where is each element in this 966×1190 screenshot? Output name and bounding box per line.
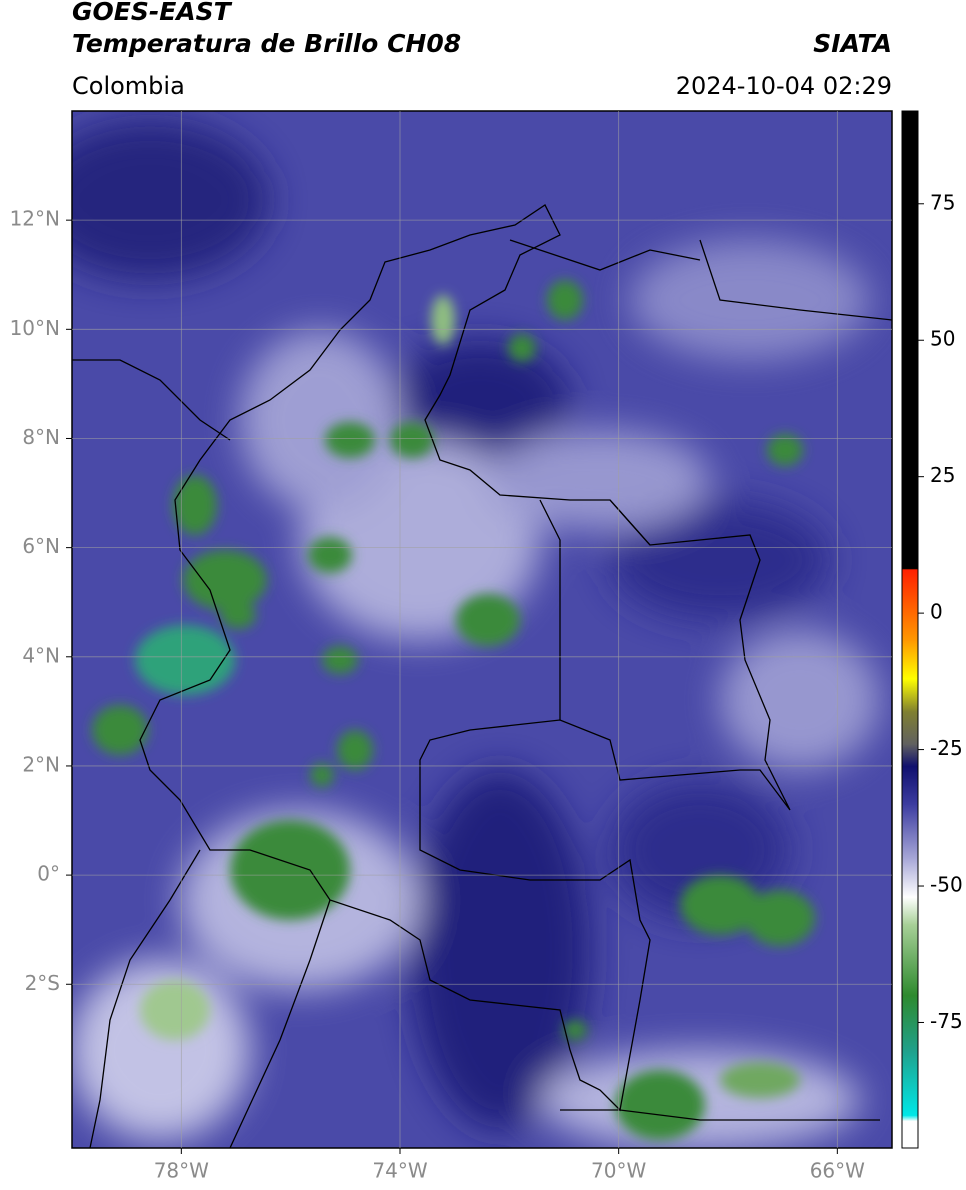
y-tick-label: 2°N xyxy=(22,752,60,776)
colorbar-segment xyxy=(902,804,918,860)
x-tick-label: 78°W xyxy=(154,1159,209,1183)
plot-frame xyxy=(71,110,893,1149)
colorbar-segment xyxy=(902,111,918,569)
y-tick-label: 2°S xyxy=(25,971,60,995)
y-tick-label: 8°N xyxy=(22,425,60,449)
colorbar-segment xyxy=(902,640,918,680)
colorbar-segment xyxy=(902,924,918,996)
y-tick-label: 10°N xyxy=(10,316,60,340)
colorbar-tick-label: -50 xyxy=(930,873,963,897)
timestamp: 2024-10-04 02:29 xyxy=(676,72,892,100)
colorbar-segment xyxy=(902,995,918,1051)
y-tick-label: 0° xyxy=(37,862,60,886)
colorbar-tick-label: -25 xyxy=(930,736,963,760)
title: GOES-EAST xyxy=(72,0,233,26)
colorbar-segment xyxy=(902,765,918,805)
colorbar-tick-label: -75 xyxy=(930,1009,963,1033)
x-tick-label: 70°W xyxy=(591,1159,646,1183)
region: Colombia xyxy=(72,72,185,100)
colorbar-frame xyxy=(901,110,919,1149)
colorbar-segment xyxy=(902,896,918,925)
colorbar-segment xyxy=(902,711,918,745)
colorbar-tick-label: 75 xyxy=(930,190,955,214)
satellite-image xyxy=(72,111,892,1148)
subtitle: Temperatura de Brillo CH08 xyxy=(72,29,461,58)
colorbar-segment xyxy=(902,569,918,641)
colorbar-tick-label: 0 xyxy=(930,600,943,624)
colorbar-segment xyxy=(902,858,918,898)
source: SIATA xyxy=(813,29,892,58)
y-tick-label: 12°N xyxy=(10,207,60,231)
x-tick-label: 74°W xyxy=(372,1159,427,1183)
colorbar-tick-label: 25 xyxy=(930,463,955,487)
colorbar-segment xyxy=(902,744,918,767)
y-tick-label: 4°N xyxy=(22,643,60,667)
colorbar-segment xyxy=(902,1049,918,1116)
y-tick-label: 6°N xyxy=(22,534,60,558)
colorbar-segment xyxy=(902,1115,918,1122)
x-tick-label: 66°W xyxy=(810,1159,865,1183)
colorbar-tick-label: 50 xyxy=(930,327,955,351)
colorbar-segment xyxy=(902,678,918,712)
colorbar-segment xyxy=(902,1120,918,1149)
colorbar-segment xyxy=(902,568,918,570)
